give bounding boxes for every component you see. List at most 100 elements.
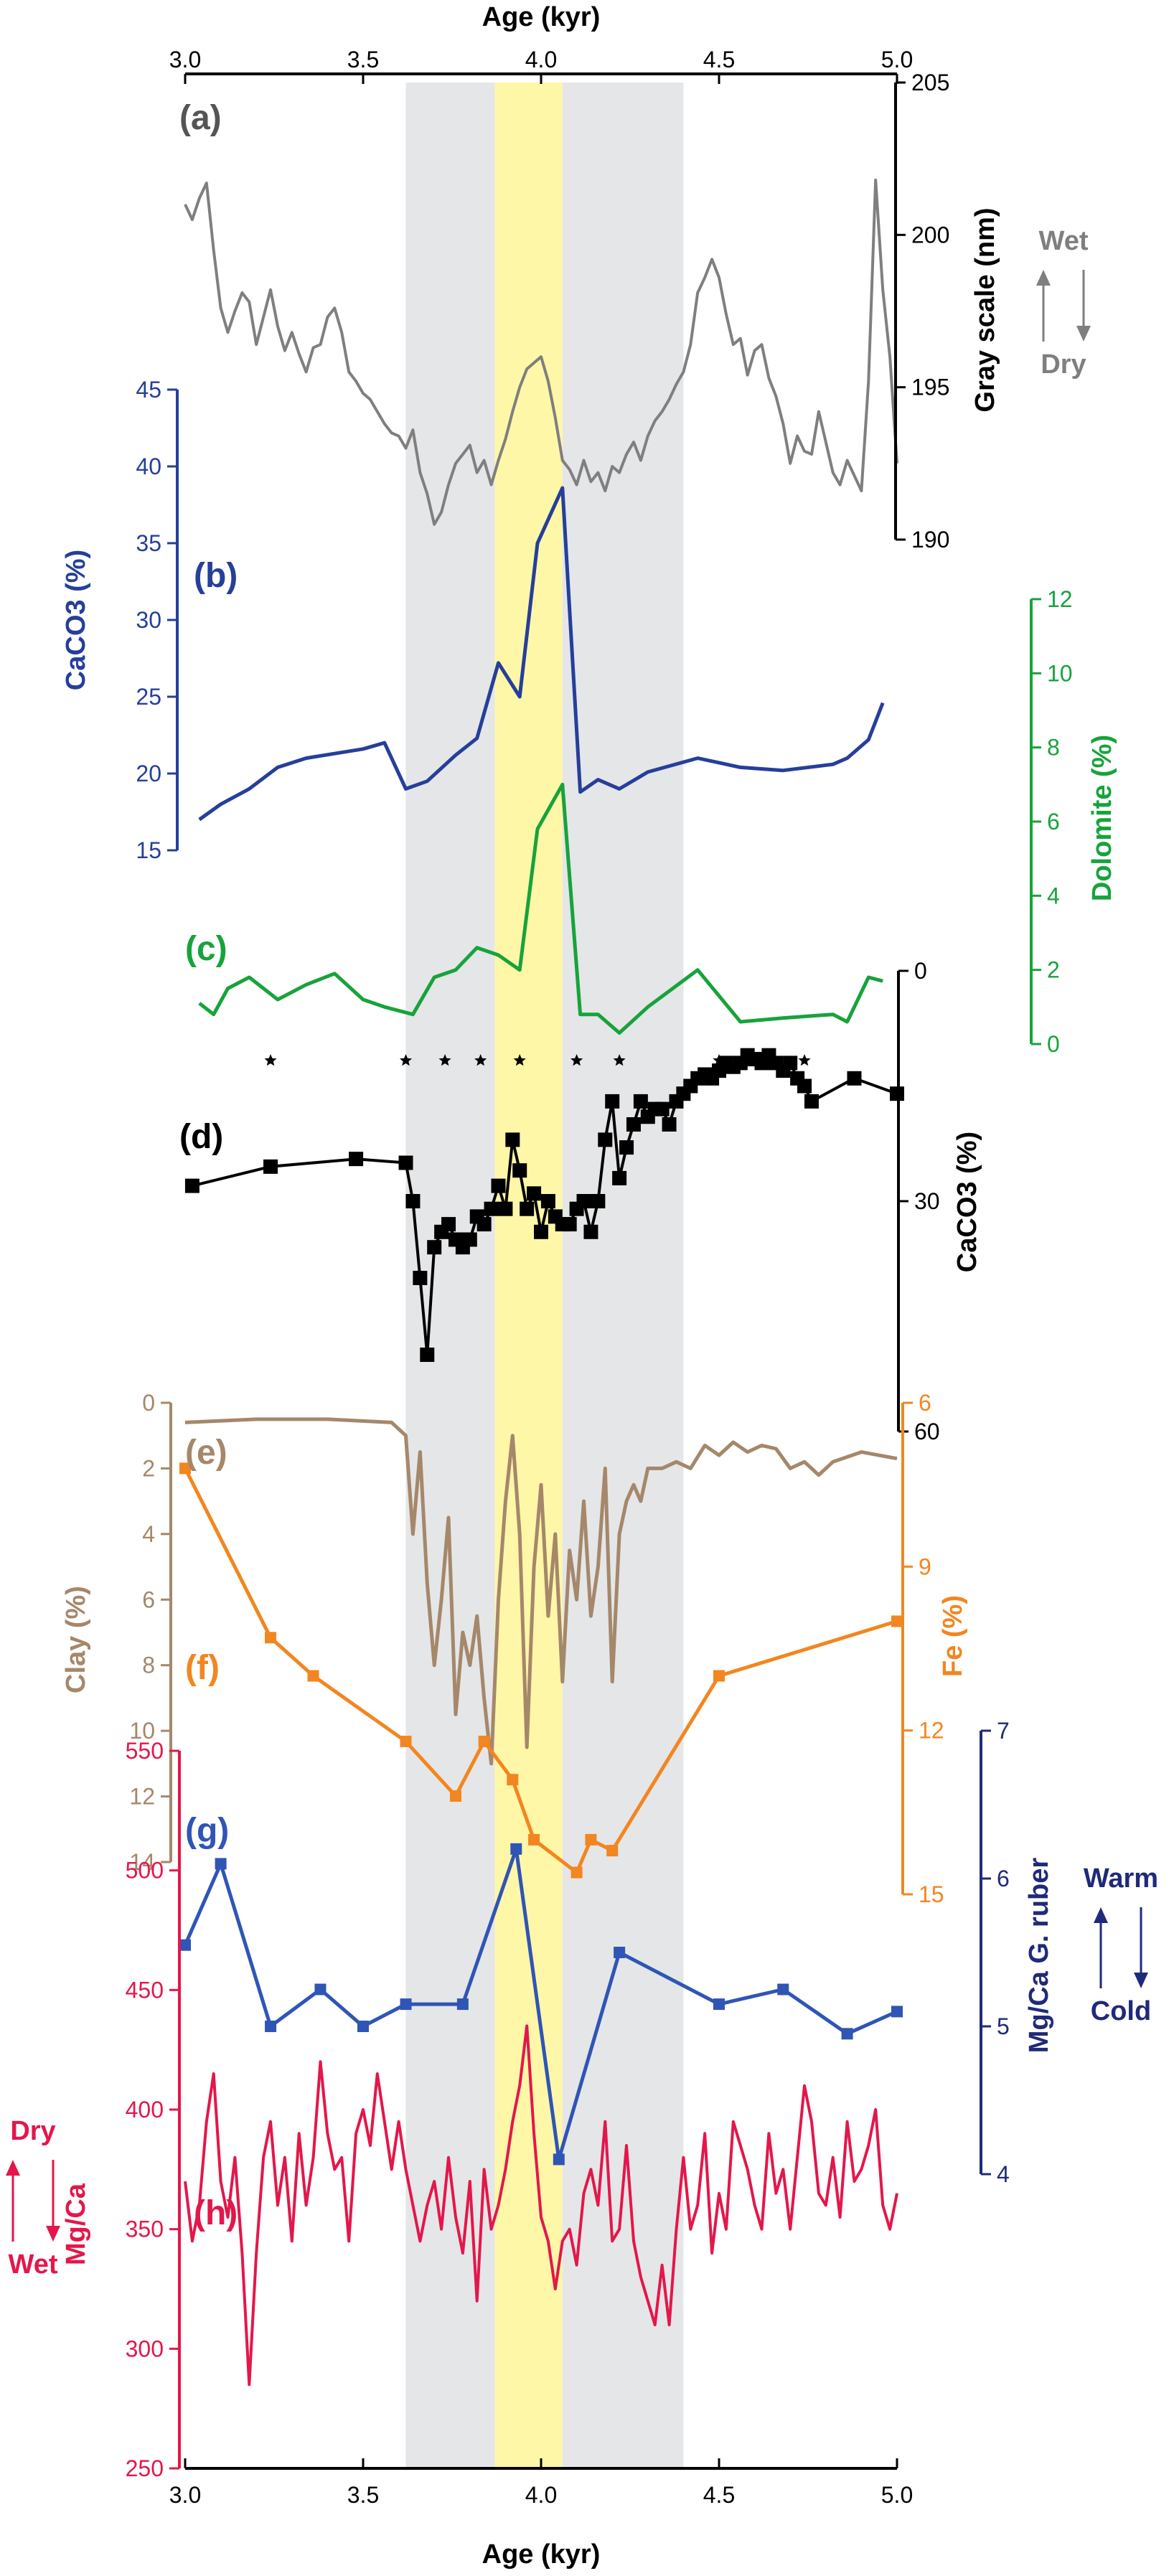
data-point-d	[583, 1224, 598, 1239]
y-tick-label-e: 10	[129, 1718, 155, 1744]
star-marker-icon	[798, 1054, 811, 1066]
x-top-tick-label: 3.0	[169, 47, 201, 72]
data-point-f	[528, 1833, 540, 1846]
y-tick-label-b: 45	[136, 377, 161, 403]
data-point-g	[215, 1858, 227, 1870]
y-axis-g: 4 5 6 7	[980, 1718, 1010, 2187]
arrow-up-head-icon	[1094, 1907, 1108, 1923]
panel-label-f: (f)	[185, 1649, 220, 1687]
y-axis-h: 250 300 350 400 450 500 550	[126, 1738, 181, 2481]
y-tick-label-b: 40	[136, 453, 161, 479]
y-axis-f: 6 9 12 15	[901, 1390, 944, 1907]
data-point-d	[797, 1078, 812, 1094]
y-axis-title-b: CaCO3 (%)	[61, 550, 91, 690]
star-marker-icon	[264, 1054, 277, 1066]
data-point-f	[265, 1632, 277, 1644]
data-point-g	[553, 2153, 565, 2166]
y-tick-label-f: 12	[919, 1718, 944, 1744]
y-tick-label-h: 450	[126, 1977, 164, 2003]
data-point-d	[626, 1117, 641, 1132]
data-point-g	[179, 1939, 191, 1951]
y-axis-title-h: Mg/Ca	[61, 2183, 91, 2265]
series-line-a	[184, 178, 898, 526]
axes-layer: 1901952002051520253035404502468101203060…	[126, 70, 1073, 2481]
data-point-g	[777, 1983, 789, 1996]
data-point-f	[891, 1615, 903, 1627]
y-tick-label-c: 2	[1047, 957, 1060, 983]
data-point-d	[476, 1217, 492, 1232]
y-tick-label-f: 9	[919, 1553, 931, 1579]
data-point-d	[263, 1159, 278, 1174]
data-point-d	[484, 1201, 499, 1216]
star-marker-icon	[613, 1054, 626, 1066]
y-tick-label-d: 0	[914, 958, 927, 984]
x-bottom-tick-label: 3.0	[169, 2482, 201, 2508]
data-point-f	[570, 1866, 583, 1879]
y-tick-label-c: 8	[1047, 735, 1060, 761]
arrow-up-head-icon	[6, 2160, 20, 2176]
data-point-g	[400, 1998, 412, 2011]
y-tick-label-e: 8	[142, 1653, 155, 1678]
data-point-d	[462, 1232, 477, 1247]
panel-label-e: (e)	[185, 1434, 227, 1472]
data-point-f	[585, 1833, 597, 1846]
y-tick-label-e: 2	[142, 1455, 155, 1481]
data-point-d	[441, 1217, 456, 1232]
series-line-b	[198, 486, 885, 822]
y-tick-label-a: 200	[911, 222, 949, 248]
y-axis-title-c: Dolomite (%)	[1087, 735, 1117, 901]
panel-label-c: (c)	[185, 930, 227, 968]
arrow-down-head-icon	[1076, 326, 1091, 342]
y-tick-label-b: 25	[136, 684, 161, 710]
data-point-d	[540, 1194, 555, 1208]
data-point-d	[562, 1217, 577, 1232]
y-axis-b: 15 20 25 30 35 40 45	[136, 377, 179, 863]
data-point-d	[654, 1101, 670, 1117]
y-tick-label-d: 60	[914, 1419, 940, 1444]
y-axis-d: 0 30 60	[897, 958, 940, 1444]
star-marker-icon	[713, 1054, 725, 1066]
series-line-e	[184, 1417, 898, 1766]
data-point-d	[576, 1194, 591, 1208]
data-point-d	[405, 1194, 421, 1208]
data-point-d	[184, 1178, 199, 1193]
data-point-g	[841, 2028, 853, 2040]
data-point-g	[314, 1983, 327, 1996]
x-bottom-tick-label: 4.5	[703, 2482, 735, 2508]
y-tick-label-h: 350	[126, 2217, 164, 2242]
y-tick-label-d: 30	[914, 1188, 940, 1214]
y-axis-title-g: Mg/Ca G. ruber	[1024, 1858, 1054, 2054]
data-point-g	[891, 2006, 903, 2018]
data-point-g	[357, 2021, 369, 2032]
data-point-d	[427, 1240, 442, 1255]
data-point-d	[612, 1170, 627, 1185]
x-axis-bottom-title: Age (kyr)	[482, 2539, 601, 2570]
data-point-d	[783, 1056, 798, 1071]
series-line-h	[184, 2024, 898, 2387]
data-point-d	[498, 1201, 513, 1216]
y-tick-label-g: 5	[997, 2013, 1010, 2039]
y-tick-label-g: 4	[997, 2161, 1010, 2187]
data-point-g	[265, 2021, 277, 2032]
y-tick-label-g: 6	[997, 1866, 1010, 1891]
data-point-g	[713, 1998, 725, 2011]
panel-label-b: (b)	[194, 557, 238, 595]
data-point-f	[179, 1462, 191, 1475]
annotation-h: Dry Wet	[6, 2116, 60, 2280]
data-point-d	[847, 1071, 862, 1086]
series-layer	[179, 178, 904, 2387]
data-point-d	[420, 1348, 435, 1362]
annotation-down-g: Cold	[1091, 1996, 1151, 2026]
data-point-d	[804, 1094, 819, 1109]
y-tick-label-h: 250	[126, 2455, 164, 2481]
star-marker-icon	[570, 1054, 583, 1066]
y-tick-label-b: 20	[136, 761, 161, 786]
y-axis-title-e: Clay (%)	[61, 1586, 91, 1693]
y-tick-label-h: 500	[126, 1858, 164, 1884]
data-point-d	[598, 1132, 613, 1147]
data-point-d	[398, 1155, 413, 1170]
y-tick-label-e: 0	[142, 1390, 155, 1416]
data-point-f	[400, 1735, 412, 1747]
y-tick-label-b: 15	[136, 837, 161, 863]
